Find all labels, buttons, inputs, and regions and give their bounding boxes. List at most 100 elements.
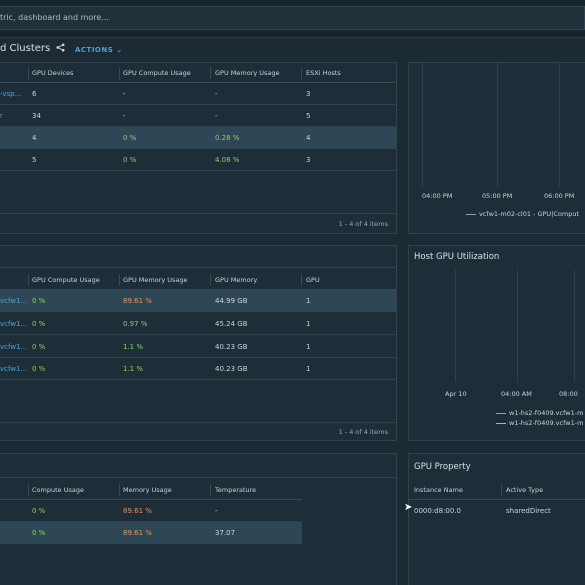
- clusters-table-panel: GPU Devices GPU Compute Usage GPU Memory…: [0, 62, 397, 234]
- panel-title: Host GPU Utilization: [414, 252, 500, 262]
- table-row[interactable]: 0 % 89.61 % -: [0, 500, 302, 522]
- table-row[interactable]: -vsp... 6 - - 3: [0, 83, 396, 105]
- compute-usage: 0 %: [32, 297, 46, 305]
- x-tick: 04:00 AM: [501, 390, 532, 398]
- memory-usage: -: [215, 112, 218, 120]
- page-title: d Clusters: [0, 43, 51, 54]
- compute-usage: 0 %: [32, 320, 46, 328]
- esxi-hosts: 5: [306, 112, 311, 120]
- clusters-table-header: GPU Devices GPU Compute Usage GPU Memory…: [0, 63, 396, 83]
- table-row-selected[interactable]: 0 % 89.61 % 37.07: [0, 522, 302, 544]
- x-tick: 06:00 PM: [544, 192, 575, 200]
- gpu-table-panel: Compute Usage Memory Usage Temperature 0…: [0, 453, 397, 585]
- compute-usage: -: [123, 90, 126, 98]
- pagination-info: 1 - 4 of 4 items: [338, 428, 388, 436]
- chart-legend-item[interactable]: w1-hs2-f0409.vcfw1-m: [496, 409, 583, 417]
- col-gpu-compute-usage[interactable]: GPU Compute Usage: [32, 276, 100, 284]
- legend-label: w1-hs2-f0409.vcfw1-m: [509, 409, 584, 417]
- host-name[interactable]: vcfw1...: [0, 343, 28, 351]
- gpu-count: 1: [306, 343, 311, 351]
- gpu-devices: 6: [32, 90, 37, 98]
- col-gpu-memory-usage[interactable]: GPU Memory Usage: [123, 276, 188, 284]
- table-row[interactable]: vcfw1... 0 % 1.1 % 40.23 GB 1: [0, 336, 396, 358]
- gpu-devices: 4: [32, 134, 37, 142]
- memory-usage: 0.97 %: [123, 320, 148, 328]
- gpu-memory: 40.23 GB: [215, 343, 248, 351]
- cluster-gpu-chart-panel: 04:00 PM 05:00 PM 06:00 PM vcfw1-m02-cl0…: [408, 62, 585, 234]
- host-name[interactable]: vcfw1...: [0, 320, 28, 328]
- gpu-devices: 34: [32, 112, 41, 120]
- memory-usage: 1.1 %: [123, 343, 144, 351]
- host-gpu-utilization-panel: Host GPU Utilization Apr 10 04:00 AM 08:…: [408, 245, 585, 441]
- col-gpu-compute-usage[interactable]: GPU Compute Usage: [123, 69, 191, 77]
- col-gpu[interactable]: GPU: [306, 276, 320, 284]
- table-row[interactable]: 5 0 % 4.08 % 3: [0, 149, 396, 171]
- legend-line: [466, 213, 476, 215]
- gpu-memory: 44.99 GB: [215, 297, 248, 305]
- page-header: [0, 38, 585, 62]
- gpu-property-header: Instance Name Active Type: [409, 480, 585, 500]
- esxi-hosts: 3: [306, 90, 311, 98]
- gpu-count: 1: [306, 297, 311, 305]
- x-tick: 05:00 PM: [482, 192, 513, 200]
- search-input[interactable]: tric, dashboard and more...: [0, 6, 585, 30]
- memory-usage: 4.08 %: [215, 156, 240, 164]
- compute-usage: 0 %: [32, 365, 46, 373]
- host-name[interactable]: vcfw1...: [0, 297, 28, 305]
- memory-usage: 0.28 %: [215, 134, 240, 142]
- col-gpu-devices[interactable]: GPU Devices: [32, 69, 74, 77]
- legend-label: vcfw1-m02-cl01 - GPU|Comput: [479, 210, 580, 218]
- col-memory-usage[interactable]: Memory Usage: [123, 486, 172, 494]
- temperature: -: [215, 507, 218, 515]
- gpu-count: 1: [306, 320, 311, 328]
- x-tick: 08:00: [559, 390, 578, 398]
- col-gpu-memory-usage[interactable]: GPU Memory Usage: [215, 69, 280, 77]
- chart-legend[interactable]: vcfw1-m02-cl01 - GPU|Comput: [466, 210, 579, 218]
- hosts-table-header: GPU Compute Usage GPU Memory Usage GPU M…: [0, 270, 396, 290]
- col-esxi-hosts[interactable]: ESXi Hosts: [306, 69, 341, 77]
- pagination-info: 1 - 4 of 4 items: [338, 220, 388, 228]
- esxi-hosts: 4: [306, 134, 311, 142]
- gpu-property-panel: GPU Property Instance Name Active Type 0…: [408, 453, 585, 585]
- table-row-selected[interactable]: 4 0 % 0.28 % 4: [0, 127, 396, 149]
- mouse-cursor-icon: ➤: [404, 502, 413, 513]
- gpu-count: 1: [306, 365, 311, 373]
- gpu-table-header: Compute Usage Memory Usage Temperature: [0, 480, 302, 500]
- memory-usage: 89.61 %: [123, 507, 152, 515]
- cluster-name[interactable]: -vsp...: [0, 90, 22, 98]
- actions-dropdown[interactable]: ACTIONS ⌄: [75, 46, 123, 54]
- host-name[interactable]: vcfw1...: [0, 365, 28, 373]
- legend-line: [496, 412, 506, 414]
- chart-legend-item[interactable]: w1-hs2-f0409.vcfw1-m: [496, 419, 583, 427]
- col-temperature[interactable]: Temperature: [215, 486, 257, 494]
- memory-usage: 89.61 %: [123, 529, 152, 537]
- compute-usage: -: [123, 112, 126, 120]
- table-row[interactable]: r 34 - - 5: [0, 105, 396, 127]
- table-row-selected[interactable]: vcfw1... 0 % 89.61 % 44.99 GB 1: [0, 290, 396, 312]
- instance-name: 0000:d8:00.0: [414, 507, 462, 515]
- panel-title: GPU Property: [414, 462, 471, 472]
- col-gpu-memory[interactable]: GPU Memory: [215, 276, 258, 284]
- top-bar: tric, dashboard and more...: [0, 0, 585, 38]
- table-row[interactable]: vcfw1... 0 % 0.97 % 45.24 GB 1: [0, 313, 396, 335]
- share-icon[interactable]: [56, 43, 65, 55]
- col-compute-usage[interactable]: Compute Usage: [32, 486, 84, 494]
- col-active-type[interactable]: Active Type: [506, 486, 544, 494]
- table-row[interactable]: vcfw1... 0 % 1.1 % 40.23 GB 1: [0, 358, 396, 380]
- compute-usage: 0 %: [32, 343, 46, 351]
- memory-usage: 89.61 %: [123, 297, 152, 305]
- search-placeholder: tric, dashboard and more...: [0, 13, 109, 22]
- chevron-down-icon: ⌄: [116, 46, 123, 54]
- cluster-name[interactable]: r: [0, 112, 3, 120]
- compute-usage: 0 %: [32, 507, 46, 515]
- x-tick: 04:00 PM: [422, 192, 453, 200]
- memory-usage: 1.1 %: [123, 365, 144, 373]
- gpu-memory: 40.23 GB: [215, 365, 248, 373]
- hosts-table-panel: GPU Compute Usage GPU Memory Usage GPU M…: [0, 245, 397, 441]
- compute-usage: 0 %: [123, 156, 137, 164]
- compute-usage: 0 %: [123, 134, 137, 142]
- esxi-hosts: 3: [306, 156, 311, 164]
- legend-label: w1-hs2-f0409.vcfw1-m: [509, 419, 584, 427]
- col-instance-name[interactable]: Instance Name: [414, 486, 463, 494]
- gpu-devices: 5: [32, 156, 37, 164]
